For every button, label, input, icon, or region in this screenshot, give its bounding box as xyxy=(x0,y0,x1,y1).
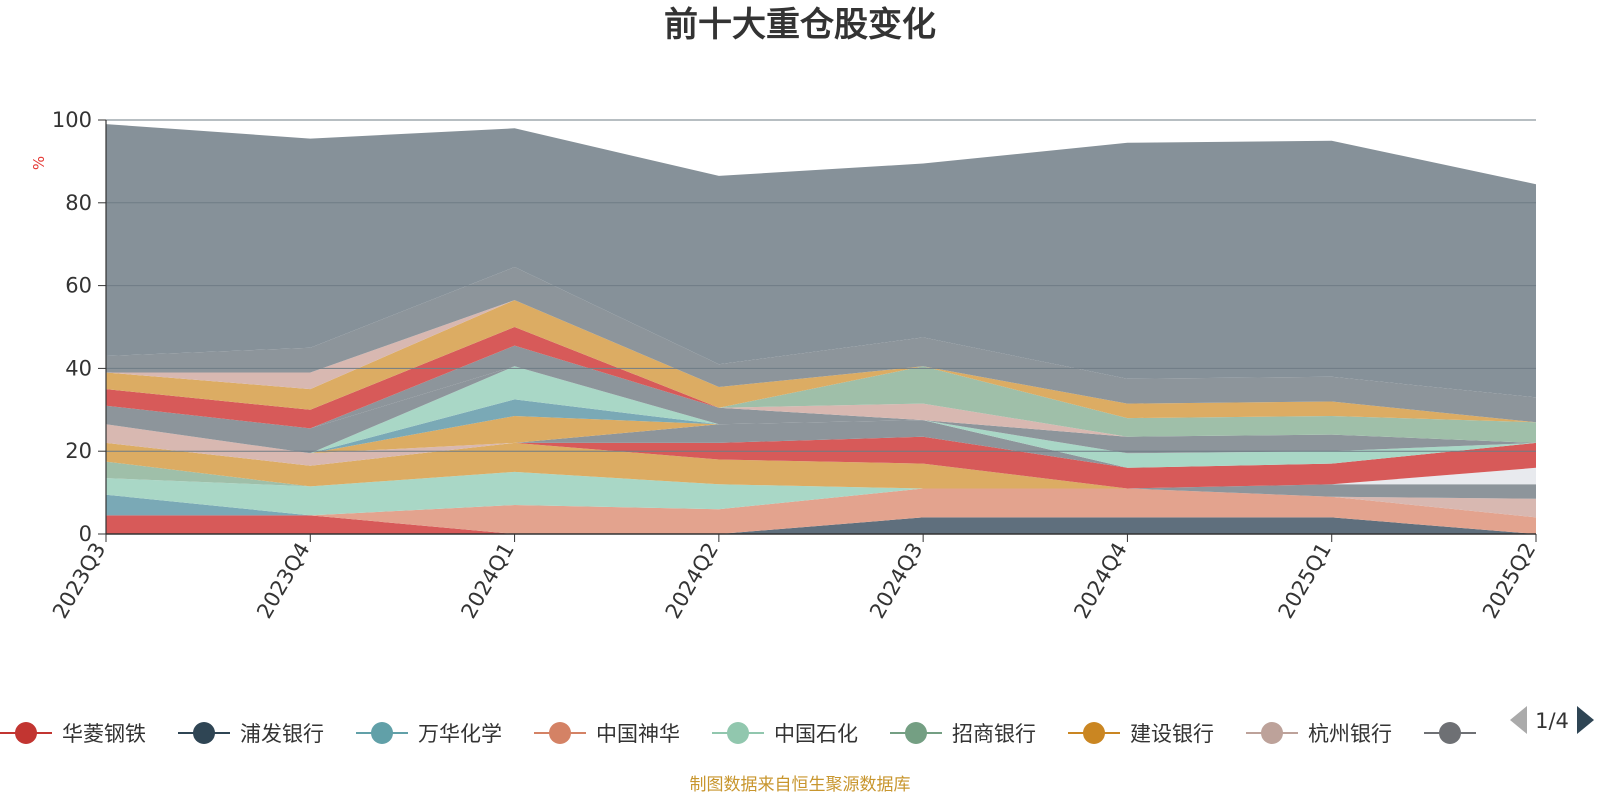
x-tick-label: 2024Q2 xyxy=(661,539,723,623)
y-tick-label: 80 xyxy=(65,191,92,215)
legend-label: 万华化学 xyxy=(418,722,502,746)
legend-item[interactable]: 华菱钢铁 xyxy=(0,722,146,746)
area-series-18[interactable] xyxy=(106,345,1536,443)
legend-item[interactable]: 建设银行 xyxy=(1068,722,1214,746)
x-tick-label: 2024Q3 xyxy=(865,539,927,623)
legend-item[interactable]: 招商银行 xyxy=(890,722,1036,746)
y-tick-label: 20 xyxy=(65,439,92,463)
legend-item[interactable]: 浦发银行 xyxy=(178,722,324,746)
y-axis-unit: % xyxy=(30,156,48,170)
x-tick-label: 2023Q3 xyxy=(48,539,110,623)
legend-item[interactable]: 中国石化 xyxy=(712,722,858,746)
gridlines xyxy=(106,119,1536,452)
area-series-19[interactable] xyxy=(106,327,1536,429)
legend-item[interactable]: 三 xyxy=(1424,722,1507,746)
legend-item[interactable]: 万华化学 xyxy=(356,722,502,746)
legend-marker-icon xyxy=(15,722,37,744)
area-series-9[interactable] xyxy=(106,424,1536,489)
area-series-13[interactable] xyxy=(106,399,1536,468)
x-tick-label: 2024Q4 xyxy=(1069,539,1131,623)
area-series-15[interactable] xyxy=(106,366,1536,454)
area-series-8[interactable] xyxy=(106,424,1536,499)
area-series-6[interactable] xyxy=(106,442,1536,518)
legend-marker-icon xyxy=(549,722,571,744)
area-series-3[interactable] xyxy=(106,488,1536,535)
legend-marker-icon xyxy=(1439,722,1461,744)
y-tick-label: 60 xyxy=(65,274,92,298)
legend-marker-icon xyxy=(727,722,749,744)
area-series-23[interactable] xyxy=(106,124,1536,398)
area-series-22[interactable] xyxy=(106,267,1536,423)
x-tick-label: 2024Q1 xyxy=(456,539,518,623)
legend-marker-icon xyxy=(371,722,393,744)
y-tick-label: 0 xyxy=(79,522,92,546)
legend-label: 建设银行 xyxy=(1130,722,1214,746)
legend-marker-icon xyxy=(1083,722,1105,744)
y-tick-label: 40 xyxy=(65,356,92,380)
area-series-11[interactable] xyxy=(106,420,1536,468)
legend-label: 招商银行 xyxy=(952,722,1036,746)
legend-label: 中国神华 xyxy=(596,722,680,746)
legend-item[interactable]: 杭州银行 xyxy=(1246,722,1392,746)
x-tick-label: 2023Q4 xyxy=(252,539,314,623)
legend-next-icon[interactable] xyxy=(1577,706,1594,734)
legend-label: 杭州银行 xyxy=(1308,722,1392,746)
area-series-7[interactable] xyxy=(106,424,1536,518)
legend-item[interactable]: 中国神华 xyxy=(534,722,680,746)
y-tick-label: 100 xyxy=(52,108,92,132)
legend: 华菱钢铁 浦发银行 万华化学 中国神华 中国石化 招商银行 建设银行 杭州银行 三 xyxy=(0,722,1507,746)
area-series-16[interactable] xyxy=(106,345,1536,443)
area-series-0[interactable] xyxy=(106,515,1536,534)
area-series-4[interactable] xyxy=(106,471,1536,518)
legend-prev-icon[interactable] xyxy=(1510,706,1527,734)
legend-marker-icon xyxy=(905,722,927,744)
x-tick-label: 2025Q2 xyxy=(1478,539,1540,623)
source-note: 制图数据来自恒生聚源数据库 xyxy=(690,775,911,795)
chart-title: 前十大重仓股变化 xyxy=(664,5,936,45)
area-series-20[interactable] xyxy=(106,300,1536,423)
x-tick-label: 2025Q1 xyxy=(1274,539,1336,623)
legend-page-indicator: 1/4 xyxy=(1535,709,1569,733)
legend-label: 华菱钢铁 xyxy=(62,722,146,746)
area-series-14[interactable] xyxy=(106,366,1536,468)
plot-area xyxy=(106,124,1536,534)
legend-label: 三 xyxy=(1486,722,1507,746)
area-series-10[interactable] xyxy=(106,424,1536,489)
legend-pager: 1/4 xyxy=(1510,706,1594,734)
legend-label: 浦发银行 xyxy=(240,722,324,746)
legend-label: 中国石化 xyxy=(774,722,858,746)
area-series-1[interactable] xyxy=(106,515,1536,534)
area-series-12[interactable] xyxy=(106,416,1536,468)
legend-marker-icon xyxy=(1261,722,1283,744)
legend-marker-icon xyxy=(193,722,215,744)
